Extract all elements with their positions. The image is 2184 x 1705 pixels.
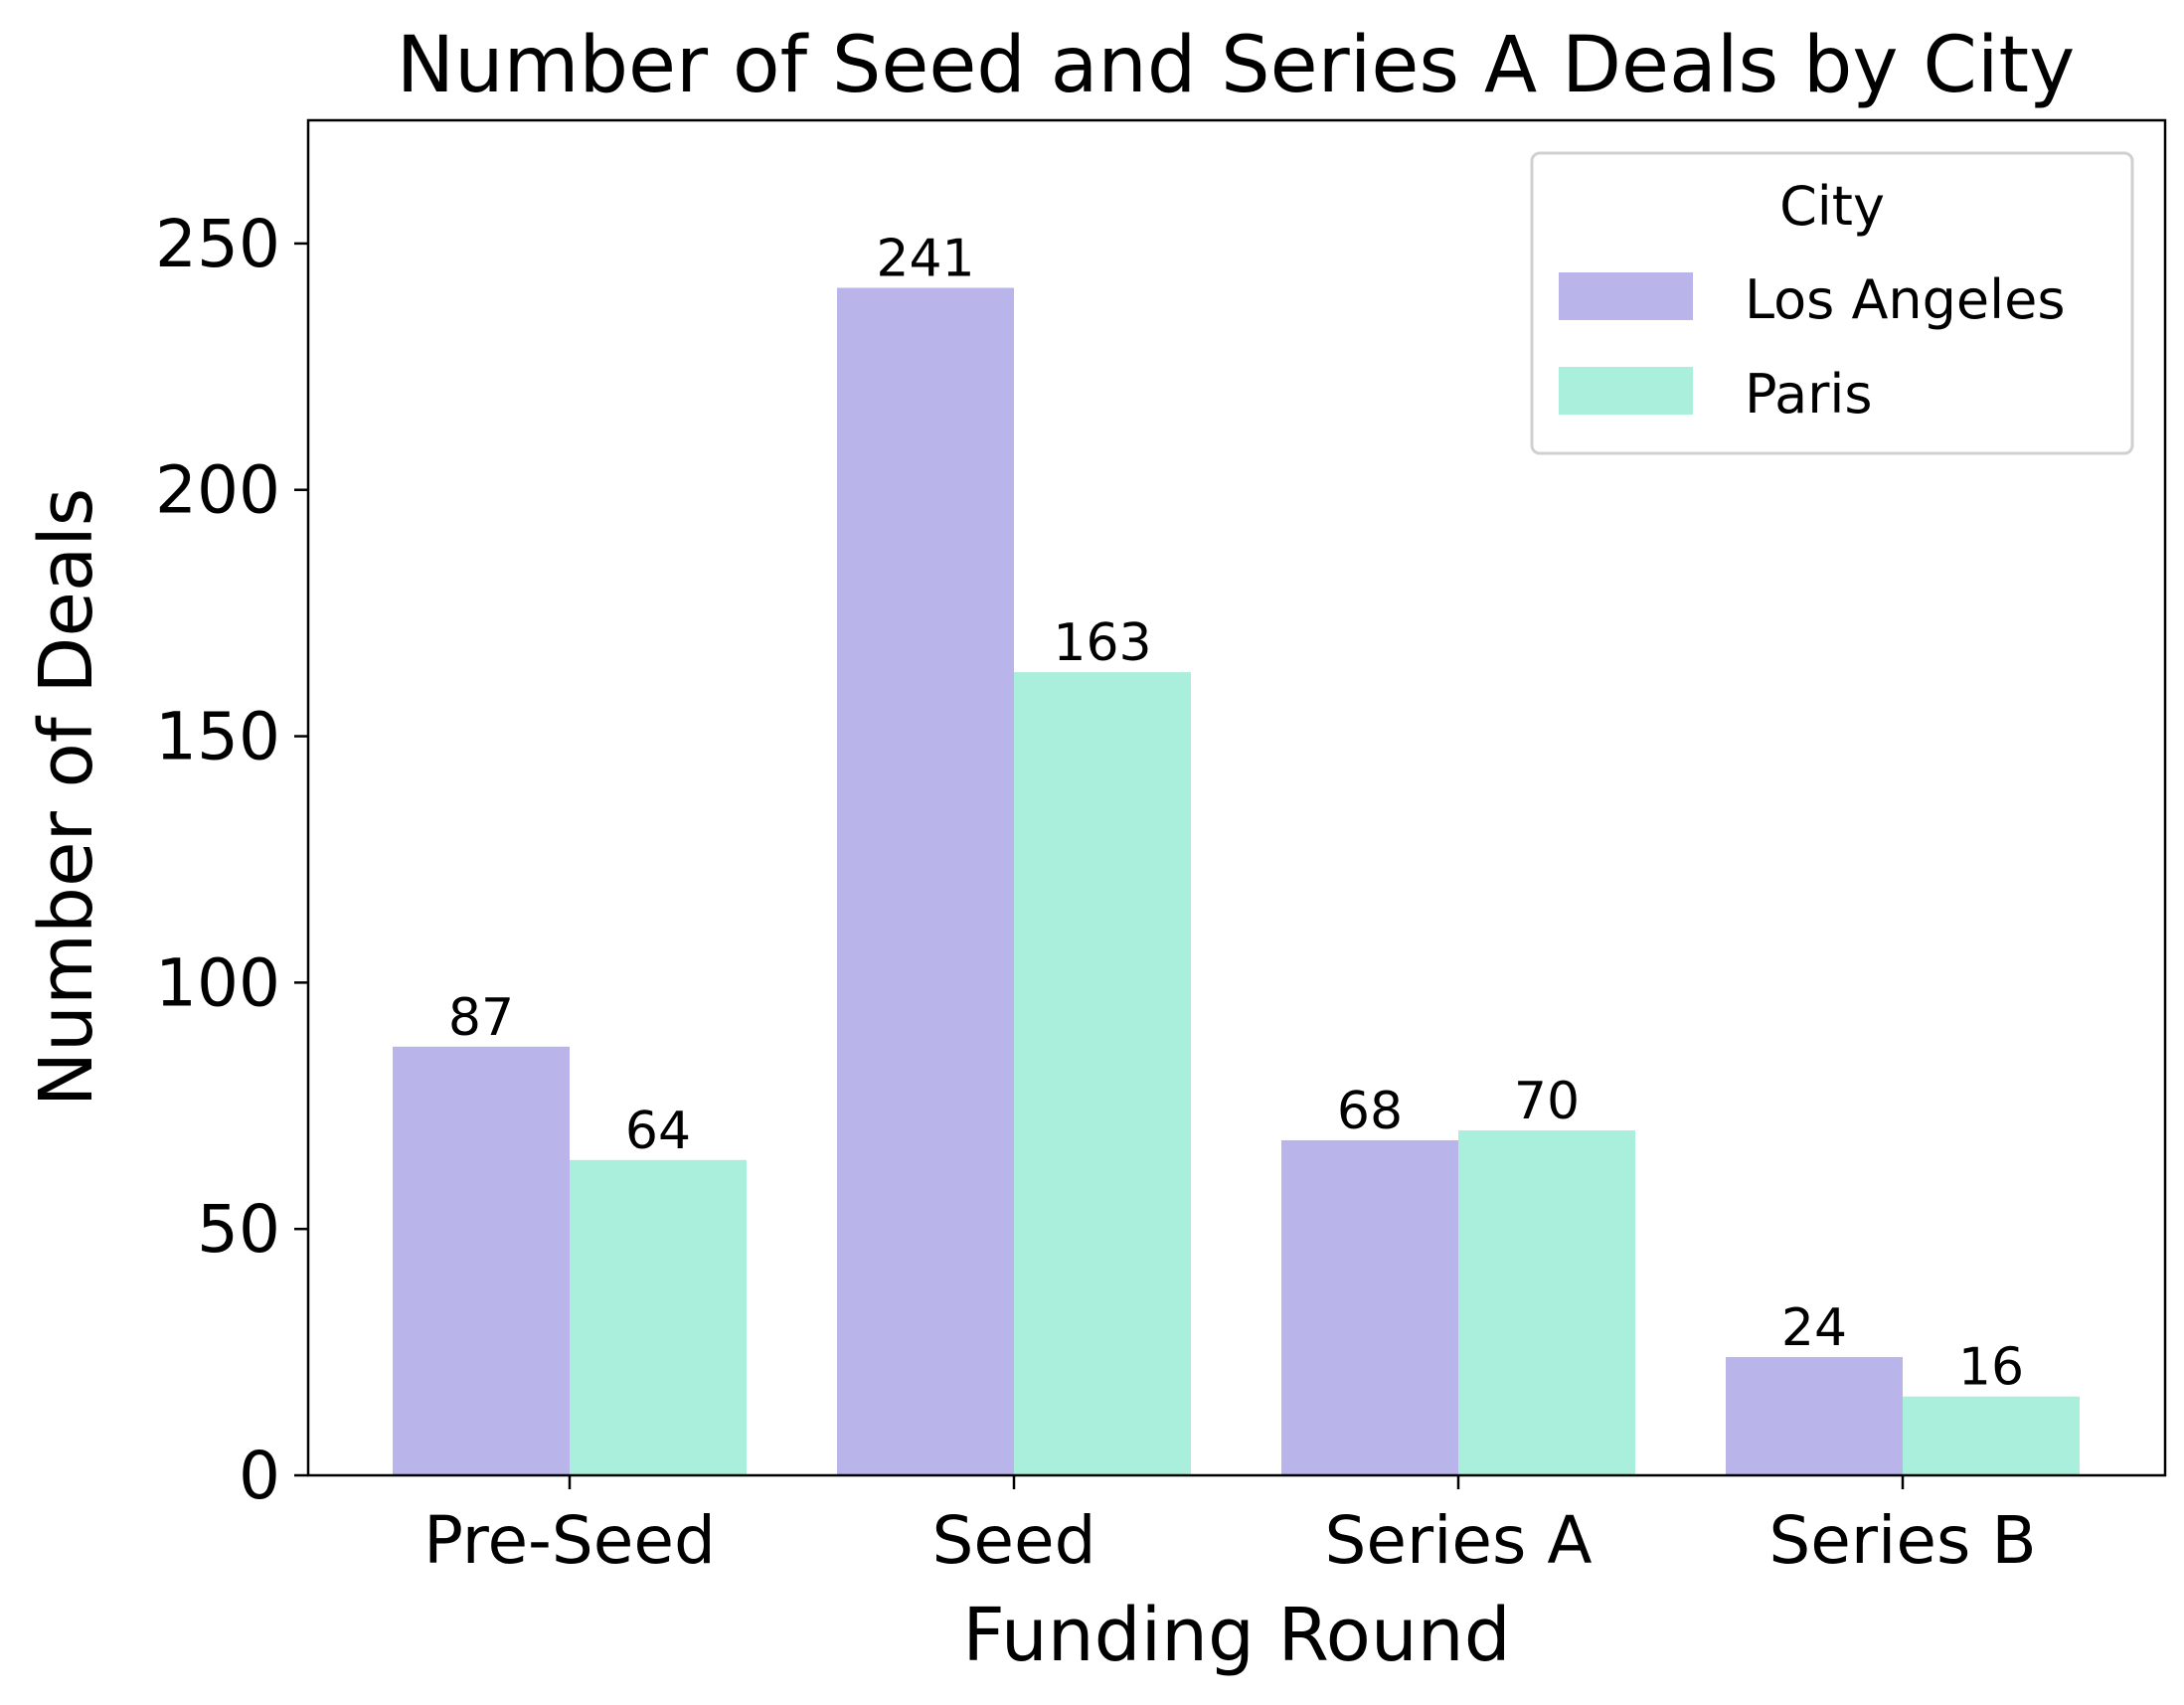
y-tick-label-200: 200	[155, 452, 280, 529]
legend-title: City	[1779, 175, 1885, 238]
data-label-paris-series-b: 16	[1958, 1338, 2024, 1398]
bar-paris-pre-seed	[570, 1159, 747, 1475]
data-label-los-angeles-series-a: 68	[1337, 1082, 1403, 1141]
x-tick-label-seed: Seed	[932, 1502, 1096, 1579]
y-tick-label-50: 50	[197, 1191, 280, 1268]
y-tick-label-150: 150	[155, 699, 280, 775]
x-tick-label-series-a: Series A	[1324, 1502, 1592, 1579]
x-axis: Pre-Seed Seed Series A Series B	[423, 1475, 2037, 1579]
legend-label-paris: Paris	[1745, 363, 1873, 426]
data-labels-group: 87 64 241 163 68 70 24 16	[448, 230, 2024, 1398]
bar-los-angeles-seed	[837, 287, 1014, 1475]
y-axis: 0 50 100 150 200 250	[155, 206, 308, 1514]
bar-los-angeles-series-a	[1281, 1139, 1458, 1475]
legend-swatch-paris	[1559, 367, 1693, 415]
bars-group	[393, 287, 2080, 1475]
bar-paris-seed	[1014, 672, 1191, 1475]
x-tick-label-pre-seed: Pre-Seed	[423, 1502, 716, 1579]
bar-paris-series-a	[1458, 1130, 1635, 1475]
data-label-los-angeles-pre-seed: 87	[448, 988, 514, 1048]
legend-swatch-los-angeles	[1559, 272, 1693, 320]
data-label-los-angeles-series-b: 24	[1781, 1298, 1847, 1358]
data-label-paris-pre-seed: 64	[625, 1102, 691, 1161]
legend-label-los-angeles: Los Angeles	[1745, 268, 2066, 331]
data-label-paris-series-a: 70	[1514, 1072, 1580, 1131]
x-axis-label: Funding Round	[962, 1593, 1510, 1678]
y-tick-label-100: 100	[155, 944, 280, 1021]
y-tick-label-0: 0	[239, 1438, 280, 1514]
bar-los-angeles-series-b	[1726, 1357, 1903, 1475]
legend: City Los Angeles Paris	[1530, 151, 2134, 455]
chart-title: Number of Seed and Series A Deals by Cit…	[397, 21, 2076, 110]
y-axis-label: Number of Deals	[24, 488, 109, 1108]
bar-paris-series-b	[1903, 1396, 2080, 1475]
bar-los-angeles-pre-seed	[393, 1046, 570, 1475]
x-tick-label-series-b: Series B	[1768, 1502, 2036, 1579]
data-label-paris-seed: 163	[1053, 613, 1151, 673]
plot-area-frame	[306, 118, 2167, 1477]
data-label-los-angeles-seed: 241	[876, 230, 974, 289]
y-tick-label-250: 250	[155, 206, 280, 282]
